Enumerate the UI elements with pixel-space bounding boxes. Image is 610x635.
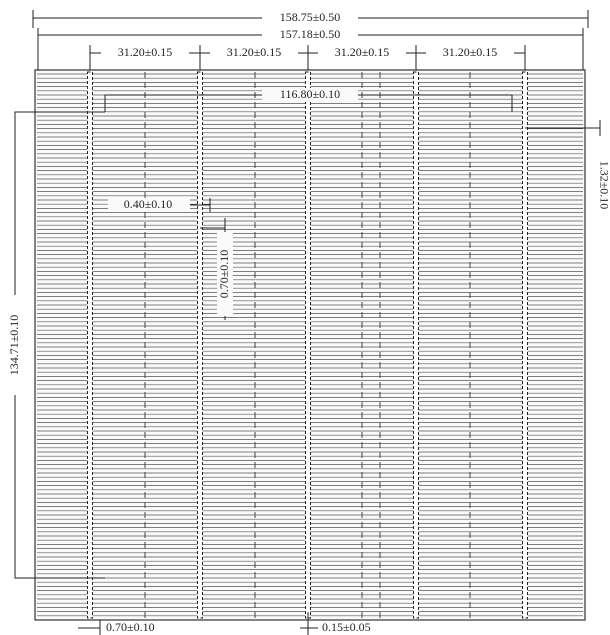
dimension-label: 158.75±0.50 <box>280 10 341 24</box>
label-bg <box>426 46 514 60</box>
dimension-label: 1.32±0.10 <box>597 161 610 210</box>
dimension-line <box>78 620 101 635</box>
dimension-line <box>89 45 526 70</box>
dimension-label: 31.20±0.15 <box>443 45 498 59</box>
busbar <box>197 71 203 619</box>
dimension-label: 31.20±0.15 <box>335 45 390 59</box>
dimension-label: 116.80±0.10 <box>280 87 340 101</box>
dimension-label: 0.70±0.10 <box>217 250 231 299</box>
busbar <box>413 71 419 619</box>
dimension-line <box>300 612 318 635</box>
pitch-labels: 31.20±0.15 31.20±0.15 31.20±0.15 31.20±0.15 <box>101 45 514 60</box>
dimension-label: 0.40±0.10 <box>124 197 173 211</box>
label-bg <box>262 88 358 102</box>
dimension-label: 134.71±0.10 <box>7 315 21 376</box>
dimension-label: 157.18±0.50 <box>280 27 341 41</box>
label-bg <box>262 28 358 42</box>
dimension-line <box>525 120 601 136</box>
dimension-label: 31.20±0.15 <box>118 45 173 59</box>
label-bg <box>101 46 189 60</box>
dimension-line <box>190 198 211 212</box>
busbar <box>87 71 93 619</box>
dimension-label: 31.20±0.15 <box>227 45 282 59</box>
label-bg <box>318 46 406 60</box>
label-bg <box>108 198 190 212</box>
busbar <box>522 71 528 619</box>
dimension-label: 0.15±0.05 <box>322 620 371 634</box>
label-bg <box>262 11 358 25</box>
label-bg <box>6 295 24 395</box>
label-bg <box>210 46 298 60</box>
dimension-label: 0.70±0.10 <box>106 620 155 634</box>
busbar <box>305 71 311 619</box>
label-bg <box>217 232 233 316</box>
busbars <box>87 71 528 619</box>
